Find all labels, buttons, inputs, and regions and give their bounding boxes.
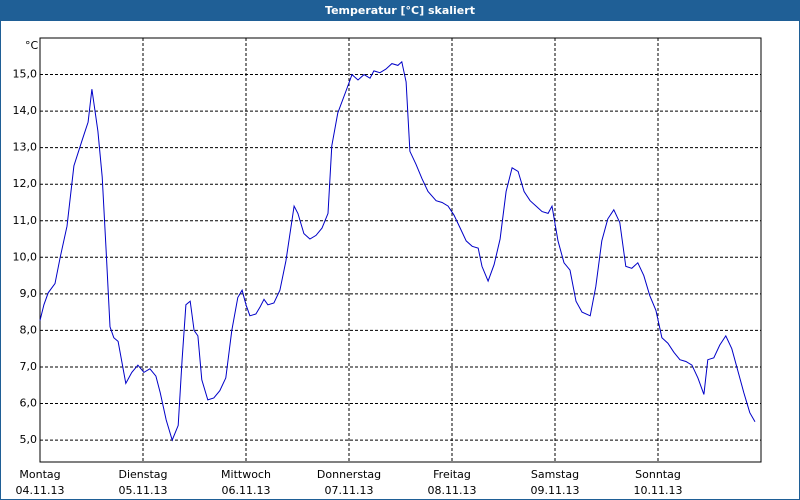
x-tick-date: 05.11.13	[119, 484, 168, 497]
x-tick-date: 10.11.13	[634, 484, 683, 497]
y-tick-label: 7,0	[20, 360, 38, 373]
x-tick-date: 07.11.13	[325, 484, 374, 497]
x-tick-date: 08.11.13	[428, 484, 477, 497]
y-unit: °C	[25, 39, 39, 52]
x-tick-label: Montag	[19, 468, 60, 481]
y-tick-label: 10,0	[13, 250, 38, 263]
y-tick-label: 14,0	[13, 104, 38, 117]
x-tick-date: 06.11.13	[222, 484, 271, 497]
x-tick-date: 09.11.13	[531, 484, 580, 497]
title-bar	[0, 0, 800, 21]
x-tick-date: 04.11.13	[16, 484, 65, 497]
y-tick-label: 12,0	[13, 177, 38, 190]
y-tick-label: 11,0	[13, 214, 38, 227]
plot-border	[39, 37, 762, 463]
y-tick-label: 6,0	[20, 397, 38, 410]
x-tick-label: Samstag	[531, 468, 579, 481]
chart-title: Temperatur [°C] skaliert	[325, 4, 475, 17]
y-tick-label: 15,0	[13, 68, 38, 81]
x-tick-label: Freitag	[433, 468, 471, 481]
x-tick-label: Mittwoch	[221, 468, 271, 481]
plot-area	[40, 38, 761, 462]
y-tick-label: 13,0	[13, 141, 38, 154]
y-tick-label: 5,0	[20, 433, 38, 446]
x-tick-label: Sonntag	[635, 468, 681, 481]
temperature-line	[39, 60, 756, 442]
x-tick-label: Donnerstag	[317, 468, 381, 481]
y-tick-label: 9,0	[20, 287, 38, 300]
y-tick-label: 8,0	[20, 323, 38, 336]
x-tick-label: Dienstag	[118, 468, 167, 481]
